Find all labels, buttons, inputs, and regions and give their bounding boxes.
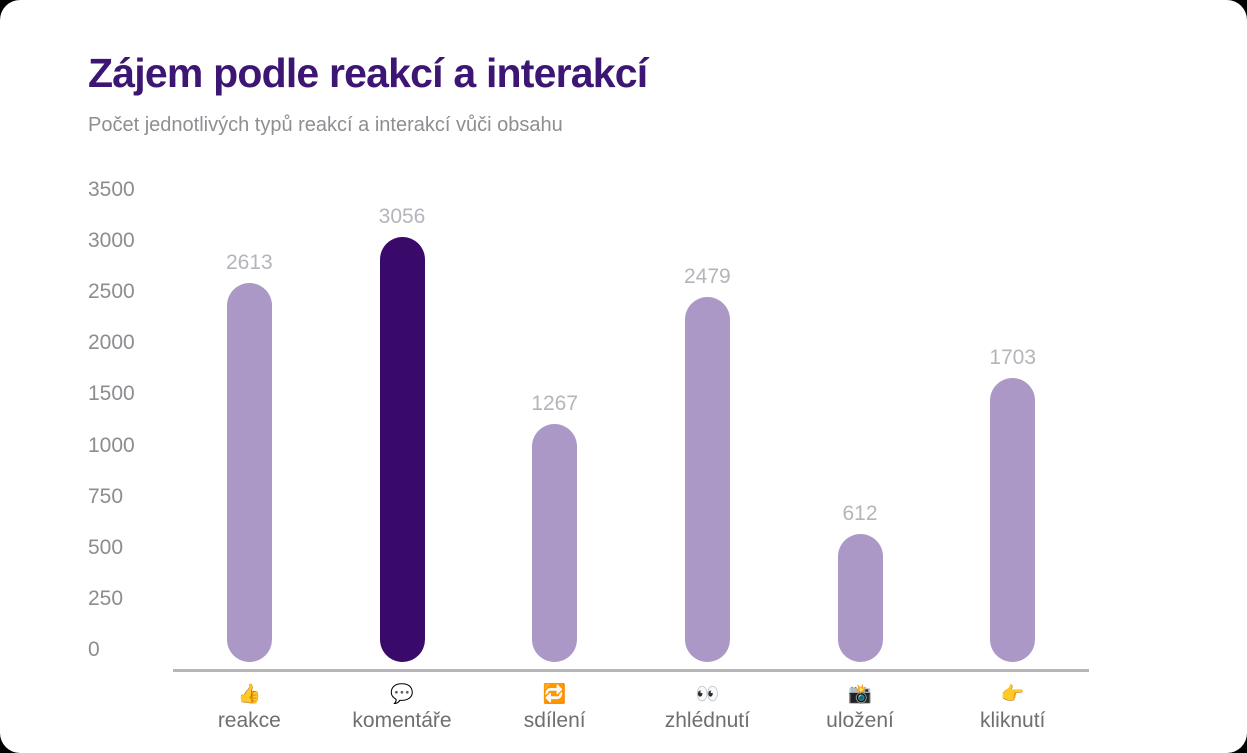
bar-column: 1703: [936, 190, 1089, 662]
speech-balloon-icon: 💬: [390, 684, 414, 705]
bar-column: 2479: [631, 190, 784, 662]
bar-kliknutí: [990, 378, 1036, 662]
y-tick-label: 3500: [88, 178, 135, 201]
bar-sdílení: [532, 424, 578, 662]
category-label: komentáře: [352, 709, 452, 732]
y-tick-label: 3000: [88, 229, 135, 253]
category-column: 👀 zhlédnutí: [631, 683, 784, 733]
thumbs-up-icon: 👍: [237, 684, 262, 705]
bar-value-label: 1267: [531, 392, 579, 415]
bar-column: 1267: [478, 190, 631, 662]
bar-value-label: 612: [842, 502, 878, 525]
bar-uložení: [837, 534, 883, 662]
bar-column: 2613: [173, 190, 326, 662]
x-axis: 👍 reakce 💬 komentáře 🔁 sdílení 👀 zhlédnutí 📸 ulož…: [173, 683, 1089, 733]
chart-subtitle: Počet jednotlivých typů reakcí a interak…: [88, 114, 563, 136]
y-tick-label: 500: [88, 535, 124, 559]
category-label: sdílení: [523, 709, 586, 732]
x-axis-line: [173, 669, 1089, 672]
category-column: 📸 uložení: [784, 683, 937, 733]
y-axis: 3500 3000 2500 2000 1500 1000 750 500 250 0: [88, 178, 135, 662]
bar-value-label: 1703: [989, 346, 1037, 369]
bar-value-label: 3056: [378, 205, 426, 228]
eyes-icon: 👀: [695, 684, 720, 705]
bar-value-label: 2613: [225, 251, 273, 274]
camera-flash-icon: 📸: [848, 684, 872, 705]
bar-zhlédnutí: [684, 297, 730, 662]
plot-area: 2613 3056 1267 2479 612 1703: [173, 190, 1089, 662]
category-column: 💬 komentáře: [326, 683, 479, 733]
category-label: zhlédnutí: [664, 709, 750, 732]
category-column: 👍 reakce: [173, 683, 326, 733]
bar-value-label: 2479: [683, 265, 731, 288]
bar-komentáře: [379, 237, 425, 662]
category-label: reakce: [217, 709, 281, 732]
bar-reakce: [226, 283, 272, 662]
y-tick-label: 2000: [88, 331, 135, 355]
y-tick-label: 250: [88, 586, 124, 610]
y-tick-label: 0: [88, 637, 100, 661]
y-tick-label: 1500: [88, 382, 135, 406]
category-label: uložení: [826, 709, 894, 732]
y-tick-label: 2500: [88, 280, 135, 304]
pointing-right-icon: 👉: [1000, 684, 1025, 705]
repeat-arrows-icon: 🔁: [542, 684, 567, 705]
y-tick-label: 750: [88, 484, 124, 508]
bar-column: 612: [784, 190, 937, 662]
chart-title: Zájem podle reakcí a interakcí: [88, 50, 648, 96]
category-column: 🔁 sdílení: [478, 683, 631, 733]
category-column: 👉 kliknutí: [936, 683, 1089, 733]
category-label: kliknutí: [980, 709, 1046, 732]
y-tick-label: 1000: [88, 433, 135, 457]
bar-column: 3056: [326, 190, 479, 662]
